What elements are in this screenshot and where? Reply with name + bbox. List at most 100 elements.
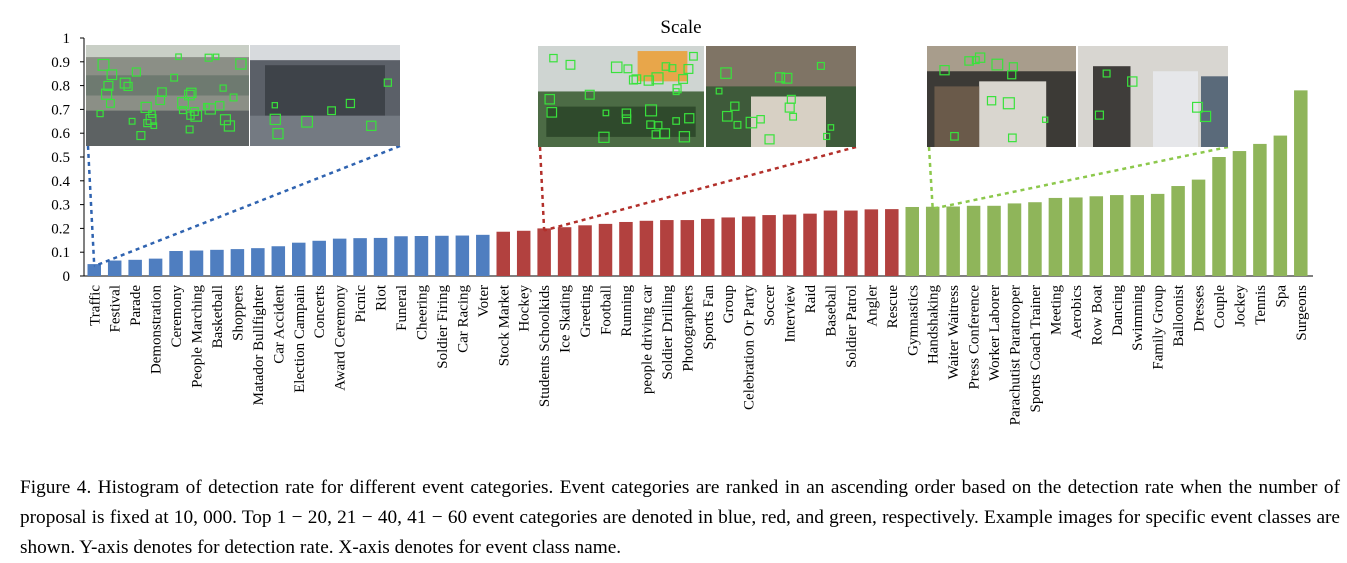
face-box — [678, 131, 691, 143]
bar-celebration-or-party — [741, 216, 756, 276]
x-tick-label-interview: Interview — [783, 285, 799, 343]
students-schoolkids-example-images-1 — [538, 46, 704, 147]
bar-balloonist — [1171, 186, 1185, 276]
bar-handshaking — [925, 206, 940, 276]
bar-dresses — [1191, 179, 1206, 276]
face-box — [733, 120, 742, 129]
face-box — [271, 102, 278, 109]
handshaking-example-images-2 — [1078, 46, 1228, 147]
face-box — [1094, 110, 1104, 120]
bar-baseball — [823, 210, 838, 276]
connector-right — [93, 144, 401, 268]
face-box — [119, 77, 131, 89]
face-box — [610, 61, 623, 74]
bar-aerobics — [1069, 197, 1083, 276]
bar-soldier-firing — [435, 235, 449, 276]
face-box — [1007, 70, 1017, 80]
face-box — [827, 124, 835, 131]
x-tick-label-car-accident: Car Accident — [271, 284, 287, 364]
y-tick-label: 0.3 — [51, 198, 70, 214]
bar-traffic — [87, 264, 101, 276]
face-box — [715, 87, 723, 95]
face-box — [986, 96, 997, 106]
face-box — [672, 88, 680, 96]
face-box — [1191, 101, 1203, 113]
bar-meeting — [1048, 197, 1063, 276]
x-tick-label-dancing: Dancing — [1110, 285, 1126, 336]
x-tick-labels: Traffic Festival Parade Demonstration Ceremo… — [87, 284, 1310, 425]
bar-press-conference — [966, 205, 981, 276]
face-box — [654, 121, 663, 130]
y-axis: 0 0.1 0.2 0.3 0.4 0.5 0.6 0.7 0.8 0.9 1 — [51, 31, 1313, 285]
x-tick-label-handshaking: Handshaking — [926, 285, 942, 365]
face-box — [939, 65, 950, 76]
face-box — [383, 78, 393, 87]
x-tick-label-row-boat: Row Boat — [1089, 284, 1105, 345]
face-box — [781, 72, 793, 84]
face-box — [327, 106, 337, 116]
face-box — [131, 67, 141, 77]
face-box — [546, 106, 558, 118]
face-box — [155, 95, 166, 106]
x-tick-label-angler: Angler — [864, 285, 880, 327]
x-tick-label-traffic: Traffic — [87, 285, 103, 326]
face-box — [721, 110, 733, 122]
bar-parachutist-paratrooper — [1007, 203, 1022, 276]
face-box — [214, 101, 225, 111]
chart-title: Scale — [660, 17, 701, 38]
face-box — [177, 97, 189, 109]
face-box — [186, 87, 197, 99]
face-box — [184, 89, 195, 101]
bar-sports-fan — [701, 218, 715, 276]
x-tick-label-parachutist-paratrooper: Parachutist Paratrooper — [1008, 285, 1024, 425]
bar-ice-skating — [557, 227, 572, 276]
face-box — [219, 84, 227, 92]
x-tick-label-festival: Festival — [108, 285, 124, 333]
x-tick-label-raid: Raid — [803, 285, 819, 314]
x-tick-label-matador-bullfighter: Matador Bullfighter — [251, 285, 267, 405]
bar-demonstration — [148, 258, 163, 276]
face-box — [684, 113, 695, 124]
face-box — [301, 115, 313, 128]
face-box — [789, 112, 798, 121]
connector-right — [932, 145, 1229, 210]
face-box — [971, 56, 980, 65]
face-box — [621, 108, 632, 119]
bar-jockey — [1232, 151, 1247, 276]
face-box — [123, 81, 133, 92]
face-box — [678, 74, 689, 84]
face-box — [598, 131, 610, 143]
face-box — [720, 67, 732, 79]
face-box — [128, 117, 136, 125]
x-tick-label-tennis: Tennis — [1253, 285, 1269, 325]
x-tick-label-award-ceremony: Award Ceremony — [333, 285, 349, 391]
x-tick-label-demonstration: Demonstration — [149, 285, 165, 375]
y-tick-label: 0.4 — [51, 174, 70, 190]
face-box — [645, 104, 658, 117]
bar-soldier-drilling — [660, 220, 674, 276]
x-tick-label-car-racing: Car Racing — [455, 285, 471, 353]
y-tick-label: 0.8 — [51, 79, 70, 95]
face-box — [544, 93, 556, 105]
bar-picnic — [353, 238, 367, 276]
face-box — [668, 64, 677, 73]
x-tick-label-worker-laborer: Worker Laborer — [987, 285, 1003, 381]
face-box — [1007, 133, 1017, 143]
face-box — [229, 93, 238, 102]
x-tick-label-concerts: Concerts — [312, 285, 328, 338]
bar-raid — [803, 213, 817, 276]
face-box — [816, 61, 825, 70]
x-tick-label-surgeons: Surgeons — [1294, 285, 1310, 341]
face-box — [651, 130, 661, 139]
x-tick-label-swimming: Swimming — [1130, 285, 1146, 351]
bar-running — [619, 221, 633, 276]
bar-soldier-patrol — [844, 210, 858, 276]
y-tick-label: 0.6 — [51, 126, 70, 142]
bar-rescue — [885, 209, 899, 276]
x-tick-label-spa: Spa — [1273, 285, 1289, 308]
face-box — [148, 110, 156, 118]
bar-people-marching — [189, 250, 204, 276]
face-box — [1102, 69, 1111, 78]
x-tick-label-balloonist: Balloonist — [1171, 284, 1187, 347]
x-tick-label-picnic: Picnic — [353, 285, 369, 323]
